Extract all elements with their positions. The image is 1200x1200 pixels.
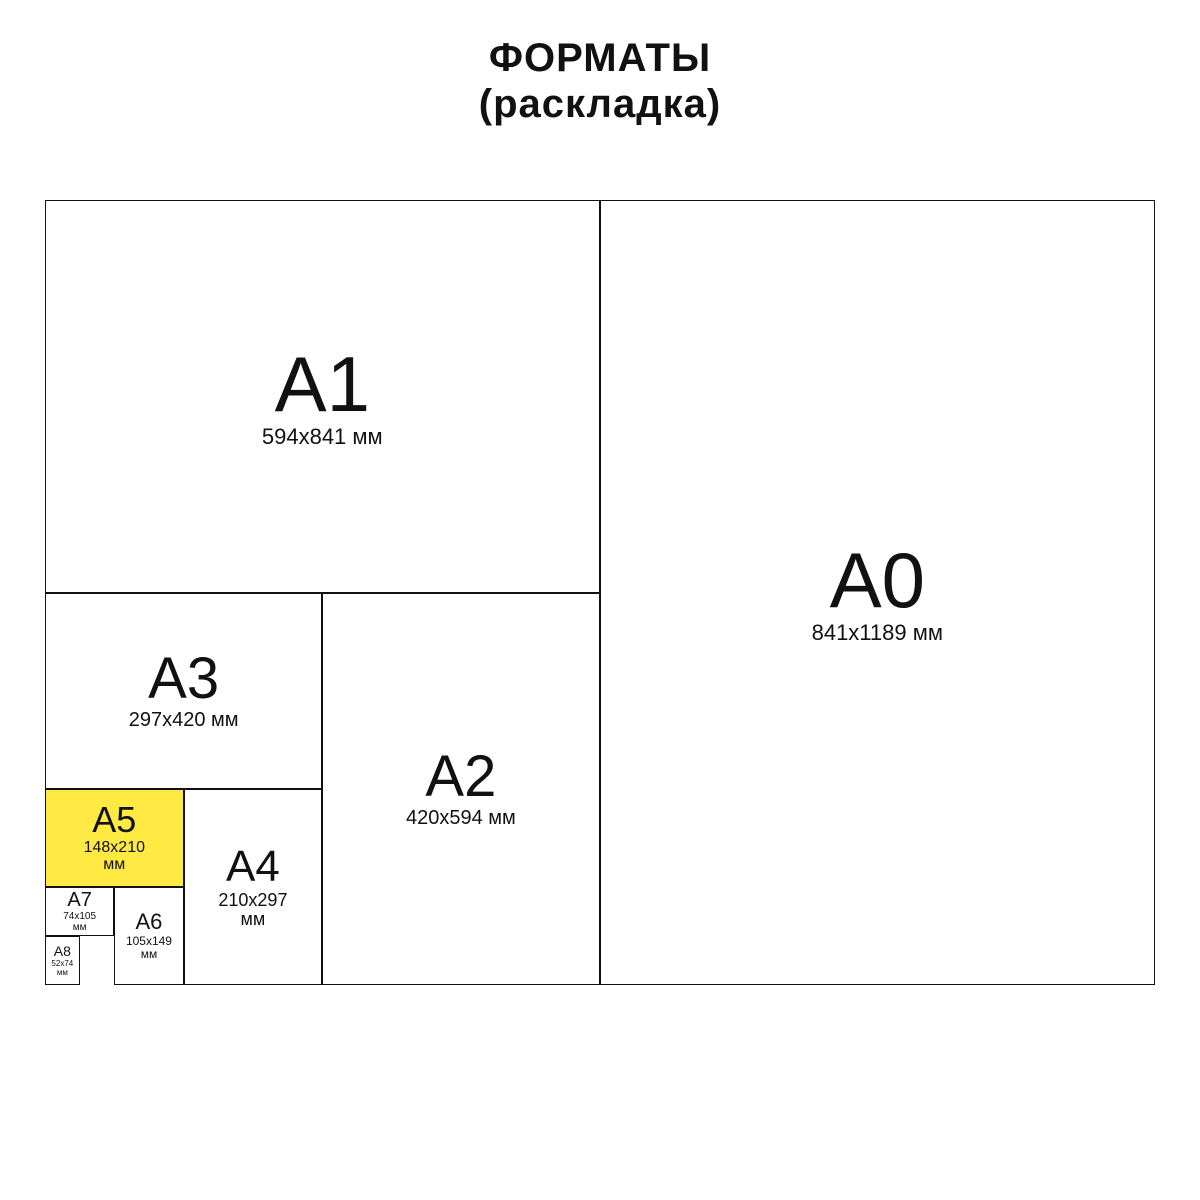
format-name-A5: A5 (92, 802, 136, 838)
format-name-A2: A2 (425, 748, 496, 806)
format-dim-A6: 105x149 мм (126, 935, 172, 960)
format-cell-A4: A4210x297 мм (184, 789, 323, 985)
format-cell-A8: A8 52x74 мм (45, 936, 80, 985)
paper-formats-diagram: A0841x1189 ммA1594x841 ммA2420x594 ммA32… (45, 200, 1155, 985)
format-dim-A4: 210x297 мм (218, 891, 287, 929)
format-name-A1: A1 (275, 345, 370, 423)
format-cell-A7: A774x105 мм (45, 887, 114, 936)
format-dim-A7: 74x105 мм (63, 912, 96, 933)
format-cell-A1: A1594x841 мм (45, 200, 600, 593)
title-block: ФОРМАТЫ (раскладка) (0, 35, 1200, 127)
format-name-A6: A6 (136, 911, 163, 933)
title-line-1: ФОРМАТЫ (0, 35, 1200, 81)
format-name-A3: A3 (148, 650, 219, 708)
format-cell-A3: A3297x420 мм (45, 593, 322, 789)
format-dim-A8: 52x74 мм (51, 960, 73, 977)
format-name-A7: A7 (67, 890, 91, 910)
format-name-A4: A4 (226, 845, 280, 889)
format-dim-A5: 148x210 мм (84, 840, 145, 874)
format-dim-A3: 297x420 мм (129, 710, 239, 731)
format-dim-A0: 841x1189 мм (812, 621, 943, 644)
format-dim-A2: 420x594 мм (406, 808, 516, 829)
format-dim-A1: 594x841 мм (262, 425, 383, 448)
format-name-A8: A8 (54, 944, 71, 958)
format-name-A0: A0 (830, 541, 925, 619)
format-cell-A5: A5148x210 мм (45, 789, 184, 887)
format-cell-A0: A0841x1189 мм (600, 200, 1155, 985)
format-cell-A6: A6105x149 мм (114, 887, 183, 985)
format-cell-A2: A2420x594 мм (322, 593, 599, 986)
title-line-2: (раскладка) (0, 81, 1200, 127)
